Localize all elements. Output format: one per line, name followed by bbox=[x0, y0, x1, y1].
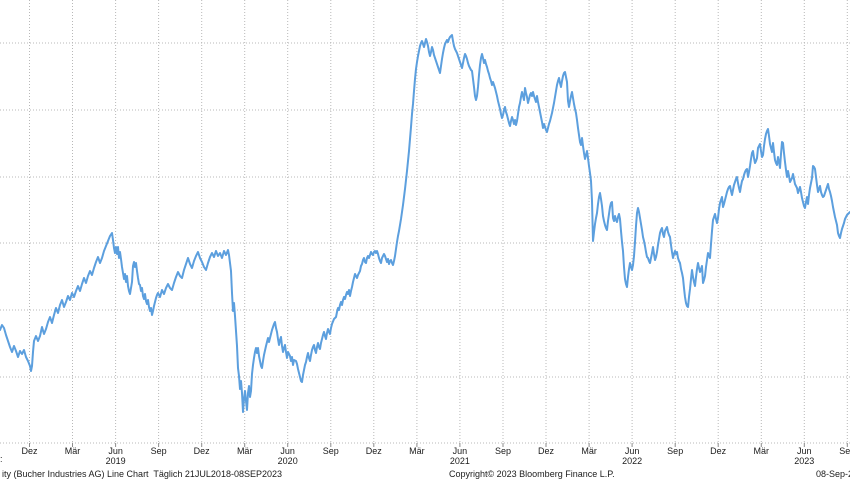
x-tick-label: Sep bbox=[839, 446, 850, 456]
clipped-left-label-fragment: : bbox=[0, 454, 3, 464]
x-year-label: 2020 bbox=[277, 456, 298, 466]
chart-date-text: 08-Sep-2023 bbox=[816, 469, 850, 479]
x-tick-label: Mär bbox=[64, 446, 81, 456]
chart-description-text: ity (Bucher Industries AG) Line Chart Tä… bbox=[2, 469, 282, 479]
x-tick-label: Dez bbox=[537, 446, 555, 456]
x-year-label: 2021 bbox=[449, 456, 470, 466]
x-tick-label: Jun bbox=[624, 446, 640, 456]
x-tick-label: Sep bbox=[150, 446, 167, 456]
x-year-label: 2022 bbox=[622, 456, 643, 466]
x-tick-label: Dez bbox=[365, 446, 382, 456]
x-year-label: 2019 bbox=[105, 456, 126, 466]
x-tick-label: Dez bbox=[193, 446, 210, 456]
x-year-label: 2023 bbox=[794, 456, 815, 466]
x-tick-label: Mär bbox=[236, 446, 253, 456]
x-tick-label: Sep bbox=[494, 446, 512, 456]
x-tick-label: Jun bbox=[280, 446, 295, 456]
x-tick-label: Jun bbox=[797, 446, 812, 456]
x-tick-label: Sep bbox=[667, 446, 684, 456]
x-tick-label: Mär bbox=[753, 446, 770, 456]
x-tick-label: Mär bbox=[409, 446, 425, 456]
x-tick-label: Mär bbox=[581, 446, 597, 456]
x-tick-label: Sep bbox=[322, 446, 339, 456]
x-tick-label: Dez bbox=[21, 446, 38, 456]
x-tick-label: Jun bbox=[452, 446, 468, 456]
copyright-text: Copyright© 2023 Bloomberg Finance L.P. bbox=[449, 469, 615, 479]
x-tick-label: Dez bbox=[710, 446, 727, 456]
x-tick-label: Jun bbox=[108, 446, 123, 456]
